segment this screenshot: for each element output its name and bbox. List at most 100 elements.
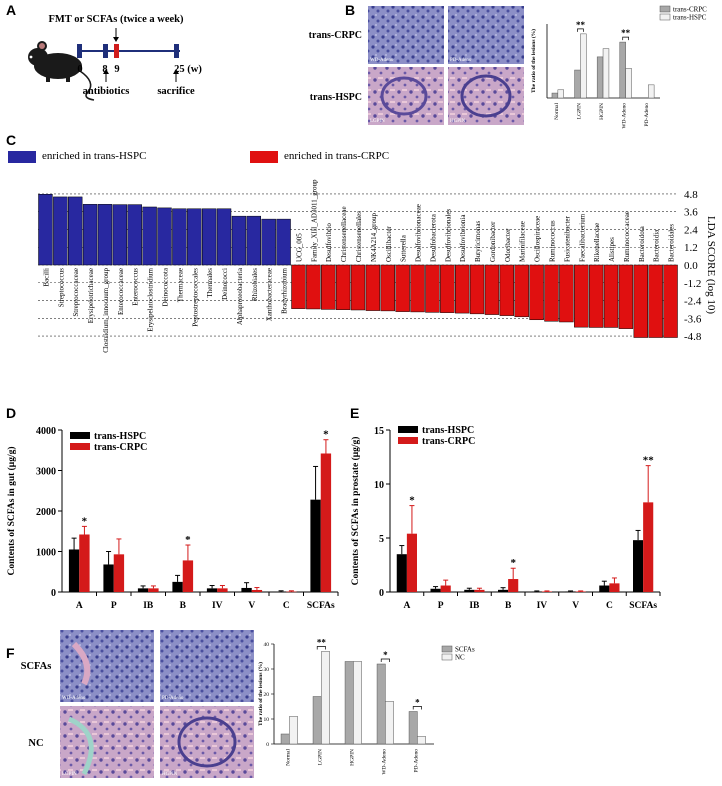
bar-trans-crpc-b bbox=[508, 579, 519, 592]
bar-erysipelotrichaceae bbox=[82, 204, 98, 266]
bar-butyricimonas bbox=[469, 264, 485, 315]
y-tick-label: 30 bbox=[264, 667, 270, 673]
taxon-label: Christensenellaceae bbox=[340, 206, 348, 262]
timepoint-8: 8 bbox=[102, 64, 107, 75]
y-axis-label: LDA SCORE (log 10) bbox=[705, 216, 717, 314]
x-tick-label: IV bbox=[537, 601, 548, 611]
x-tick-label: PD-Adeno bbox=[413, 749, 419, 773]
legend-swatch-trans-hspc bbox=[398, 426, 418, 433]
taxon-label: Enterococcaceae bbox=[117, 268, 125, 315]
micrograph-f-pd-adeno bbox=[160, 630, 254, 702]
taxon-label: Oscillibacter bbox=[385, 226, 393, 262]
bar-bacteroidia bbox=[648, 264, 663, 338]
bar-fusicatenibacter bbox=[559, 264, 574, 323]
taxon-label: Gordonibacter bbox=[489, 221, 497, 262]
x-tick-label: C bbox=[283, 601, 290, 611]
taxon-label: Bacilli bbox=[42, 268, 50, 287]
bar-desulfovibrio bbox=[321, 264, 336, 310]
legend-label-trans-crpc: trans-CRPC bbox=[422, 436, 475, 447]
x-tick-label: PD-Adeno bbox=[644, 103, 650, 127]
y-axis-label: Contents of SCFAs in prostate (μg/g) bbox=[350, 437, 361, 586]
y-tick-label: 0 bbox=[51, 588, 56, 599]
legend-label-nc: NC bbox=[455, 654, 465, 662]
bar-ruminococcus bbox=[544, 264, 559, 322]
bar-nc-pd-adeno bbox=[417, 736, 426, 745]
y-tick-label: 4000 bbox=[36, 426, 56, 437]
timepoint-0: 0 bbox=[77, 64, 82, 75]
bar-trans-crpc-c bbox=[609, 583, 620, 592]
chart-d: 0 1000 2000 3000 4000 A P IB B IV V C SCFAs * * * Conten… bbox=[6, 426, 339, 611]
bar-trans-crpc-normal bbox=[551, 92, 559, 99]
bar-alistipes bbox=[603, 264, 619, 328]
taxon-label: Rikenellaceae bbox=[593, 223, 601, 262]
bar-nc-hgpin bbox=[353, 661, 362, 745]
bar-thermaceae bbox=[172, 208, 187, 266]
taxon-label: Fusicatenibacter bbox=[563, 215, 571, 262]
taxon-label: Rhizobiales bbox=[251, 268, 259, 301]
bar-bacteroidota bbox=[633, 264, 648, 338]
x-tick-label: A bbox=[76, 601, 83, 611]
bar-trans-crpc-scfas bbox=[643, 502, 654, 592]
bar-nc-wd-adeno bbox=[385, 701, 394, 745]
tag-pd-adeno: PD-Adeno bbox=[450, 58, 472, 63]
bar-rikenellaceae bbox=[588, 264, 604, 328]
timeline-marker-25 bbox=[174, 44, 179, 58]
x-tick-label: LGPIN bbox=[317, 749, 323, 765]
taxon-label: UCG_005 bbox=[295, 233, 303, 262]
legend-swatch-trans-hspc bbox=[659, 13, 671, 21]
bar-nc-normal bbox=[289, 716, 298, 745]
chart-c: 4.8 3.6 2.4 1.2 0.0 -1.2 -2.4 -3.6 -4.8 Bacilli St… bbox=[38, 179, 717, 353]
bar-trans-hspc-a bbox=[68, 549, 80, 592]
bar-oscillospiraceae bbox=[529, 264, 544, 321]
x-tick-label: P bbox=[111, 601, 117, 611]
y-tick-label: -1.2 bbox=[684, 278, 701, 290]
micrograph-f-wd-adeno bbox=[60, 630, 154, 702]
taxon-label: Streptococcaceae bbox=[72, 268, 80, 317]
x-tick-label: SCFAs bbox=[629, 601, 657, 611]
taxon-label: Peptostreptococcales bbox=[191, 268, 199, 327]
x-tick-label: SCFAs bbox=[307, 601, 335, 611]
timepoint-9: 9 bbox=[114, 64, 119, 75]
significance-mark: * bbox=[383, 650, 388, 660]
y-tick-label: 15 bbox=[374, 426, 384, 437]
taxon-label: Alistipes bbox=[608, 237, 616, 262]
x-tick-label: B bbox=[180, 601, 187, 611]
taxon-label: Faecalibacterium bbox=[578, 213, 586, 262]
x-tick-label: C bbox=[606, 601, 613, 611]
y-tick-label: 3000 bbox=[36, 467, 56, 478]
bar-trans-crpc-b bbox=[182, 560, 194, 592]
taxon-label: Clostridium_innocuum_group bbox=[102, 268, 110, 353]
bar-trans-crpc-v bbox=[575, 591, 586, 592]
bar-trans-hspc-normal bbox=[557, 89, 564, 99]
taxon-label: Alphaproteobacteria bbox=[236, 267, 244, 325]
y-tick-label: 20 bbox=[264, 692, 270, 698]
timeline-marker-9 bbox=[114, 44, 119, 58]
bar-streptococcaceae bbox=[68, 196, 83, 266]
x-tick-label: B bbox=[505, 601, 512, 611]
tag-f-pd-adeno: PD-Adeno bbox=[162, 696, 184, 701]
row-label-trans-crpc: trans-CRPC bbox=[309, 30, 362, 41]
x-tick-label: V bbox=[572, 601, 579, 611]
bar-christensenellales bbox=[350, 264, 366, 311]
bar-desulfobacterota bbox=[425, 264, 440, 313]
timeline-marker-8 bbox=[103, 44, 108, 58]
x-tick-label: V bbox=[248, 601, 255, 611]
bar-bacteroidales bbox=[663, 264, 678, 338]
y-tick-label: -2.4 bbox=[684, 296, 702, 308]
x-tick-label: IV bbox=[212, 601, 223, 611]
bar-trans-hspc-b bbox=[172, 581, 183, 592]
y-tick-label: 0.0 bbox=[684, 260, 698, 272]
tag-f-wd-adeno: WD-Adeno bbox=[62, 696, 86, 701]
panel-label-e: E bbox=[350, 405, 360, 421]
row-label-trans-hspc: trans-HSPC bbox=[310, 92, 362, 103]
micrograph-lgpin bbox=[368, 67, 444, 125]
bar-family-xiii-ad3011-group bbox=[306, 264, 321, 310]
significance-mark: ** bbox=[317, 638, 327, 648]
bar-deinococcota bbox=[157, 207, 172, 266]
tag-f-hgpin: HGPIN bbox=[162, 772, 178, 777]
y-tick-label: 1.2 bbox=[684, 242, 698, 254]
panel-label-d: D bbox=[6, 405, 17, 421]
bar-odoribacter bbox=[499, 264, 515, 316]
panel-label-a: A bbox=[6, 2, 17, 18]
taxon-label: Sutterella bbox=[400, 234, 408, 262]
